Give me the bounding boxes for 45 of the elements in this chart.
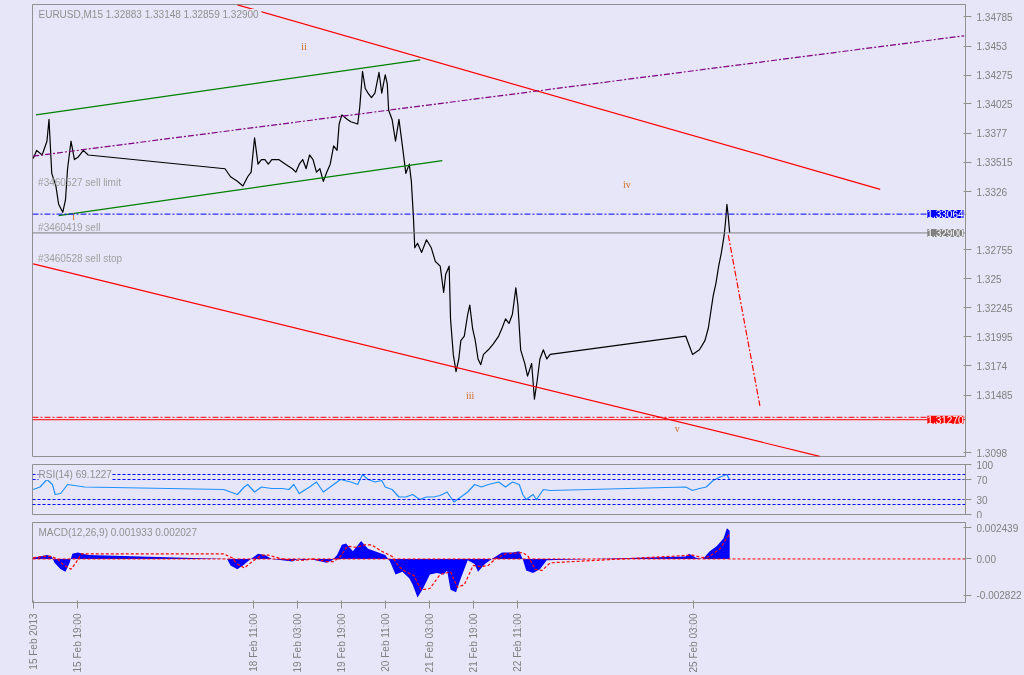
line-series — [32, 70, 731, 400]
y-tick-label: 1.325 — [976, 273, 1002, 285]
y-tick-label: 0.002439 — [976, 522, 1019, 534]
x-tick-label: 25 Feb 03:00 — [687, 613, 699, 673]
text: MACD(12,26,9) 0.001933 0.002027 — [38, 527, 198, 538]
y-tick-label: 1.31995 — [976, 331, 1014, 343]
y-tick-label: -0.002822 — [976, 590, 1022, 602]
y-tick-label: 1.34275 — [976, 70, 1014, 82]
y-tick-label: 70 — [976, 474, 989, 486]
y-tick-label: 100 — [976, 459, 994, 471]
y-tick-label: 1.32245 — [976, 302, 1014, 314]
y-tick-label: 1.31485 — [976, 390, 1014, 402]
x-tick-label: 18 Feb 11:00 — [247, 613, 259, 672]
y-tick-label: 30 — [976, 494, 989, 506]
y-tick-label: 0.00 — [976, 553, 997, 565]
x-tick-label: 19 Feb 19:00 — [335, 613, 347, 673]
annotation: iii — [465, 389, 475, 401]
chart-title: EURUSD,M15 1.32883 1.33148 1.32859 1.32900 — [38, 9, 260, 20]
annotation: ii — [301, 41, 307, 53]
x-tick-label: 19 Feb 03:00 — [291, 613, 303, 673]
y-tick-label: 1.3326 — [976, 186, 1008, 198]
annotation: i — [72, 211, 76, 223]
annotation: #3460419 sell — [38, 222, 101, 234]
x-tick-label: 22 Feb 11:00 — [511, 613, 523, 672]
x-tick-label: 15 Feb 2013 — [27, 613, 39, 670]
ref-line-label: 1.31270 — [927, 414, 964, 426]
y-tick-label: 1.3453 — [976, 41, 1008, 53]
x-tick-label: 15 Feb 19:00 — [71, 613, 83, 673]
y-tick-label: 1.34785 — [976, 11, 1014, 23]
annotation: iv — [622, 178, 631, 190]
annotation: #3460528 sell stop — [38, 252, 123, 264]
ref-line-label: 1.33064 — [927, 209, 964, 221]
y-tick-label: 1.3174 — [976, 360, 1008, 372]
x-tick-label: 21 Feb 03:00 — [423, 613, 435, 673]
y-tick-label: 1.33515 — [976, 157, 1014, 169]
ref-line-label: 1.32900 — [927, 227, 964, 239]
y-tick-label: 1.3098 — [976, 447, 1008, 459]
chart-title: RSI(14) 69.1227 — [38, 469, 113, 480]
annotation: v — [674, 423, 680, 435]
y-tick-label: 0 — [976, 509, 983, 521]
x-tick-label: 21 Feb 19:00 — [467, 613, 479, 673]
y-tick-label: 1.34025 — [976, 98, 1014, 110]
x-tick-label: 20 Feb 11:00 — [379, 613, 391, 672]
y-tick-label: 1.3377 — [976, 128, 1008, 140]
y-tick-label: 1.32755 — [976, 244, 1014, 256]
